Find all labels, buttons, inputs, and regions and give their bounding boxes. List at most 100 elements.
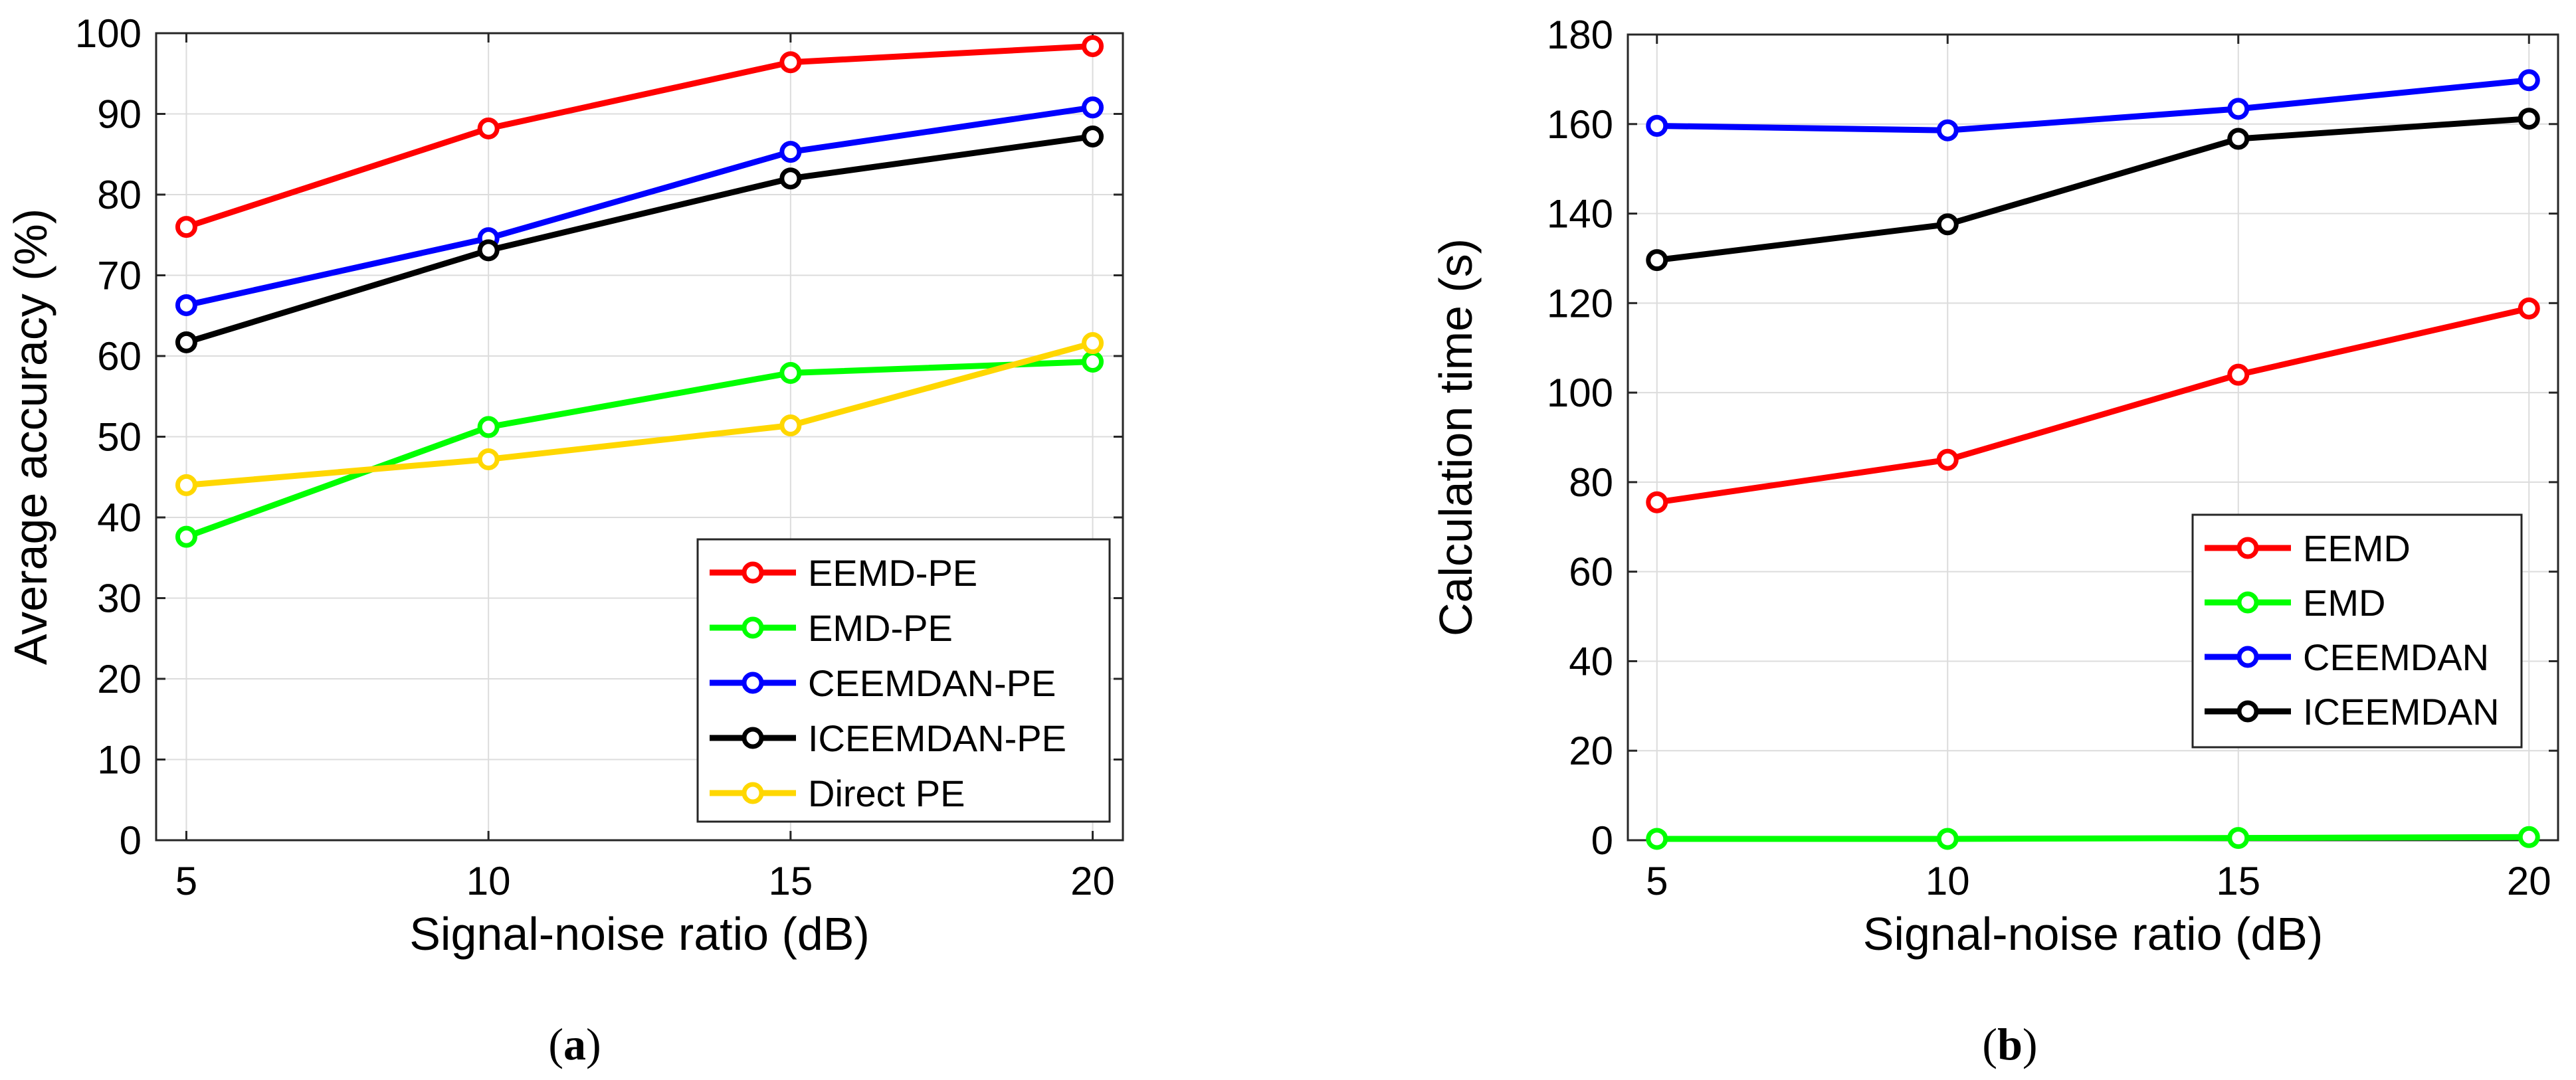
caption-letter: a <box>563 1019 586 1069</box>
series-ceemdan <box>1646 69 2540 141</box>
x-axis-label: Signal-noise ratio (dB) <box>1863 908 2324 960</box>
series-eemd <box>1646 297 2540 513</box>
legend-swatch-marker <box>742 782 764 804</box>
data-point <box>175 331 197 353</box>
y-tick-label: 80 <box>97 173 142 217</box>
legend-label: ICEEMDAN-PE <box>808 717 1066 759</box>
y-tick-label: 20 <box>1569 729 1613 773</box>
data-point <box>477 448 500 471</box>
y-tick-label: 90 <box>97 92 142 137</box>
legend-label: EEMD-PE <box>808 552 977 594</box>
legend-swatch-marker <box>2236 646 2259 668</box>
data-point <box>1082 332 1104 355</box>
y-tick-label: 70 <box>97 254 142 298</box>
data-point <box>1936 448 1959 471</box>
series-line <box>1656 306 2530 505</box>
legend-swatch-marker <box>2236 591 2259 614</box>
y-tick-label: 0 <box>1591 818 1613 863</box>
data-point <box>175 294 197 316</box>
data-point <box>2227 98 2250 120</box>
y-tick-label: 180 <box>1547 13 1613 57</box>
x-axis-label: Signal-noise ratio (dB) <box>409 908 870 960</box>
series-line <box>185 134 1094 345</box>
data-point <box>779 414 802 436</box>
y-tick-label: 40 <box>1569 639 1613 683</box>
data-point <box>2518 108 2540 130</box>
data-point <box>779 167 802 190</box>
data-point <box>1082 126 1104 148</box>
legend-swatch-marker <box>742 561 764 584</box>
chart-a: 0 10 20 30 40 50 60 70 80 90 100 5 10 15 20 Signal-nois… <box>5 11 1124 1069</box>
data-point <box>2518 826 2540 848</box>
data-point <box>477 416 500 438</box>
x-tick-label: 15 <box>2216 859 2260 903</box>
series-line <box>185 43 1093 230</box>
y-tick-label: 100 <box>1547 371 1613 415</box>
y-axis-label: Calculation time (s) <box>1430 238 1482 636</box>
x-tick-label: 10 <box>1926 859 1970 903</box>
data-point <box>779 51 802 74</box>
figure-caption: (a) <box>548 1019 601 1069</box>
data-point <box>1082 35 1104 57</box>
legend-label: CEEMDAN <box>2303 636 2489 678</box>
y-tick-label: 100 <box>75 11 142 56</box>
figure-caption: (b) <box>1982 1019 2037 1069</box>
series-ceemdan-pe <box>175 96 1104 316</box>
legend-label: CEEMDAN-PE <box>808 662 1056 704</box>
series-direct-pe <box>175 332 1104 496</box>
series-iceemdan-pe <box>175 126 1104 353</box>
series-line <box>185 359 1093 540</box>
y-tick-label: 60 <box>1569 550 1613 594</box>
data-point <box>1082 351 1104 373</box>
legend-label: Direct PE <box>808 772 965 814</box>
x-tick-label: 15 <box>768 859 813 903</box>
legend-label: EMD <box>2303 582 2385 624</box>
y-tick-label: 160 <box>1547 102 1613 147</box>
series-line <box>1656 116 2529 264</box>
legend: EEMD EMD CEEMDAN ICEEMDAN <box>2191 513 2523 749</box>
y-tick-label: 10 <box>97 738 142 782</box>
series-line <box>1656 77 2529 134</box>
legend-swatch-marker <box>742 727 764 749</box>
data-point <box>175 216 197 238</box>
series-eemd-pe <box>175 35 1104 238</box>
legend-label: EEMD <box>2303 527 2411 569</box>
legend-swatch-marker <box>742 616 764 639</box>
data-point <box>175 525 197 548</box>
y-tick-label: 80 <box>1569 460 1613 505</box>
series-emd <box>1646 826 2540 850</box>
y-axis-label: Average accuracy (%) <box>5 209 56 665</box>
legend-swatch-marker <box>2236 537 2259 559</box>
series-line <box>1656 834 2529 842</box>
x-tick-label: 10 <box>466 859 511 903</box>
chart-b: 0 20 40 60 80 100 120 140 160 180 5 10 15 20 Signal-no… <box>1430 13 2559 1069</box>
x-tick-label: 20 <box>2507 859 2551 903</box>
data-point <box>2518 69 2540 92</box>
legend-swatch-marker <box>2236 700 2259 723</box>
series-line <box>186 340 1094 488</box>
data-point <box>1936 119 1959 141</box>
legend-swatch-marker <box>742 672 764 694</box>
x-tick-label: 5 <box>175 859 197 903</box>
legend: EEMD-PE EMD-PE CEEMDAN-PE ICEEMDAN-PE Direct… <box>696 538 1111 823</box>
data-point <box>1082 96 1104 119</box>
y-tick-label: 50 <box>97 415 142 460</box>
y-tick-label: 20 <box>97 657 142 701</box>
x-tick-label: 5 <box>1646 859 1668 903</box>
y-tick-label: 40 <box>97 495 142 540</box>
series-line <box>185 104 1094 308</box>
data-point <box>2227 363 2250 386</box>
x-tick-label: 20 <box>1070 859 1115 903</box>
data-point <box>779 362 802 385</box>
data-point <box>1936 213 1959 236</box>
data-point <box>2227 827 2250 850</box>
data-point <box>175 474 197 496</box>
y-tick-label: 0 <box>120 818 142 863</box>
data-point <box>1646 491 1668 513</box>
data-point <box>1646 249 1668 272</box>
y-tick-label: 120 <box>1547 281 1613 325</box>
data-point <box>779 141 802 163</box>
data-point <box>1646 114 1668 137</box>
data-point <box>477 117 500 139</box>
